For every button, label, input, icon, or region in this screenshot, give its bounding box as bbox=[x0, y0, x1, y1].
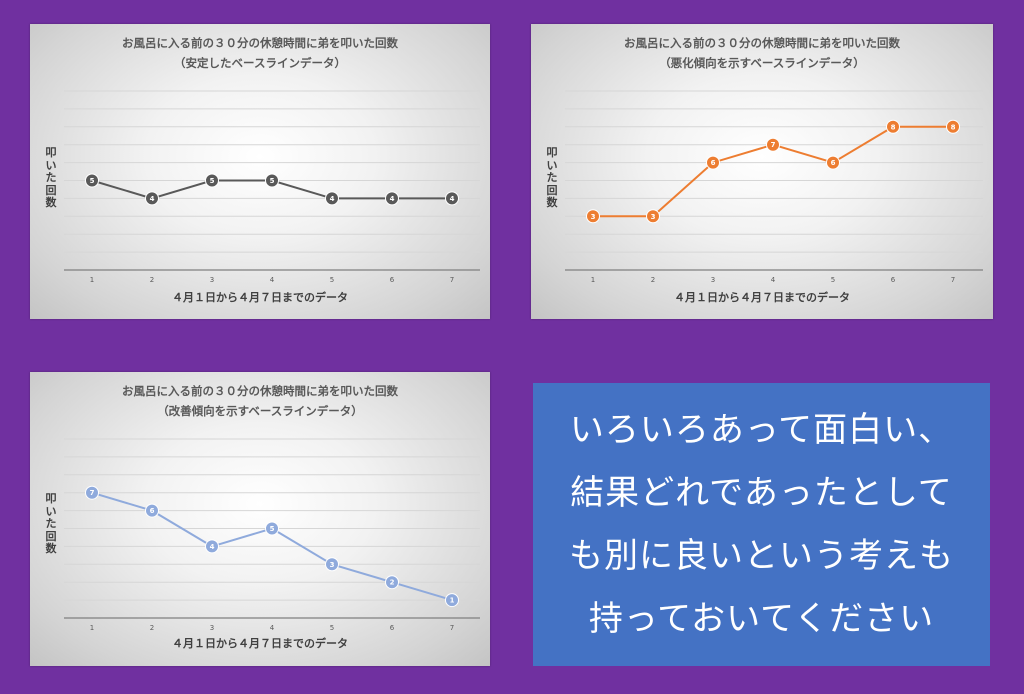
plot-area: 1 2 3 4 5 6 7 7 6 4 5 3 2 1 bbox=[64, 438, 480, 632]
x-tick-label: 4 bbox=[270, 276, 275, 284]
chart-subtitle: （改善傾向を示すベースラインデータ） bbox=[157, 404, 363, 418]
x-axis-label: ４月１日から４月７日までのデータ bbox=[172, 291, 348, 304]
data-label: 5 bbox=[90, 177, 95, 185]
data-point bbox=[445, 191, 459, 206]
x-tick-label: 5 bbox=[330, 276, 334, 284]
data-point bbox=[145, 191, 159, 206]
y-axis-label: 叩いた回数 bbox=[45, 492, 57, 555]
x-tick-label: 1 bbox=[591, 276, 595, 284]
x-tick-label: 2 bbox=[651, 276, 655, 284]
plot-area: 1 2 3 4 5 6 7 5 4 5 5 4 4 4 bbox=[64, 90, 480, 284]
chart-subtitle: （悪化傾向を示すベースラインデータ） bbox=[659, 56, 865, 70]
data-point bbox=[265, 521, 279, 536]
data-label: 1 bbox=[450, 597, 455, 605]
data-point bbox=[766, 137, 780, 152]
data-point bbox=[325, 191, 339, 206]
data-label: 4 bbox=[450, 195, 455, 203]
x-tick-label: 4 bbox=[771, 276, 776, 284]
x-tick-label: 3 bbox=[711, 276, 715, 284]
message-line: 持っておいてください bbox=[588, 599, 935, 639]
chart-panel-worsening: お風呂に入る前の３０分の休憩時間に弟を叩いた回数 （悪化傾向を示すベースラインデ… bbox=[531, 24, 993, 319]
x-tick-label: 2 bbox=[150, 276, 154, 284]
x-tick-label: 5 bbox=[330, 624, 334, 632]
x-tick-label: 2 bbox=[150, 624, 154, 632]
x-axis-label: ４月１日から４月７日までのデータ bbox=[674, 291, 850, 304]
data-label: 2 bbox=[390, 579, 395, 587]
data-label: 4 bbox=[150, 195, 155, 203]
data-label: 7 bbox=[90, 489, 95, 497]
x-tick-label: 4 bbox=[270, 624, 275, 632]
data-point bbox=[946, 119, 960, 134]
data-point bbox=[385, 191, 399, 206]
x-tick-label: 1 bbox=[90, 276, 94, 284]
data-point bbox=[265, 173, 279, 188]
x-tick-label: 7 bbox=[450, 624, 454, 632]
data-point bbox=[385, 575, 399, 590]
message-line: も別に良いという考えも bbox=[569, 536, 954, 576]
x-tick-label: 6 bbox=[390, 276, 395, 284]
data-point bbox=[646, 209, 660, 224]
data-label: 5 bbox=[270, 177, 275, 185]
x-tick-label: 3 bbox=[210, 624, 214, 632]
y-axis-label: 叩いた回数 bbox=[45, 146, 57, 209]
data-point bbox=[205, 539, 219, 554]
data-point bbox=[706, 155, 720, 170]
data-label: 6 bbox=[150, 507, 155, 515]
chart-title: お風呂に入る前の３０分の休憩時間に弟を叩いた回数 bbox=[122, 384, 398, 398]
data-point bbox=[145, 503, 159, 518]
data-label: 7 bbox=[771, 141, 776, 149]
data-point bbox=[205, 173, 219, 188]
chart-panel-stable: お風呂に入る前の３０分の休憩時間に弟を叩いた回数 （安定したベースラインデータ）… bbox=[30, 24, 490, 319]
x-tick-label: 6 bbox=[891, 276, 896, 284]
data-point bbox=[85, 485, 99, 500]
x-axis-label: ４月１日から４月７日までのデータ bbox=[172, 637, 348, 650]
plot-area: 1 2 3 4 5 6 7 3 3 6 7 6 8 8 bbox=[565, 90, 983, 284]
y-axis-label: 叩いた回数 bbox=[546, 146, 558, 209]
data-point bbox=[325, 557, 339, 572]
chart-subtitle: （安定したベースラインデータ） bbox=[174, 56, 346, 70]
data-point bbox=[445, 593, 459, 608]
data-label: 6 bbox=[711, 159, 716, 167]
data-label: 8 bbox=[951, 123, 956, 131]
data-label: 4 bbox=[390, 195, 395, 203]
data-label: 5 bbox=[210, 177, 215, 185]
message-line: いろいろあって面白い、 bbox=[569, 410, 954, 450]
data-label: 3 bbox=[651, 213, 656, 221]
x-tick-label: 5 bbox=[831, 276, 835, 284]
x-tick-label: 7 bbox=[450, 276, 454, 284]
x-tick-label: 1 bbox=[90, 624, 94, 632]
data-label: 6 bbox=[831, 159, 836, 167]
chart-title: お風呂に入る前の３０分の休憩時間に弟を叩いた回数 bbox=[624, 36, 900, 50]
data-label: 5 bbox=[270, 525, 275, 533]
data-point bbox=[826, 155, 840, 170]
data-label: 3 bbox=[591, 213, 596, 221]
x-tick-label: 7 bbox=[951, 276, 955, 284]
chart-panel-improving: お風呂に入る前の３０分の休憩時間に弟を叩いた回数 （改善傾向を示すベースラインデ… bbox=[30, 372, 490, 666]
data-point bbox=[85, 173, 99, 188]
chart-title: お風呂に入る前の３０分の休憩時間に弟を叩いた回数 bbox=[122, 36, 398, 50]
message-line: 結果どれであったとして bbox=[570, 473, 953, 513]
message-box: いろいろあって面白い、 結果どれであったとして も別に良いという考えも 持ってお… bbox=[533, 383, 990, 666]
data-point bbox=[886, 119, 900, 134]
data-point bbox=[586, 209, 600, 224]
data-label: 3 bbox=[330, 561, 335, 569]
data-label: 8 bbox=[891, 123, 896, 131]
data-label: 4 bbox=[210, 543, 215, 551]
data-label: 4 bbox=[330, 195, 335, 203]
x-tick-label: 3 bbox=[210, 276, 214, 284]
x-tick-label: 6 bbox=[390, 624, 395, 632]
